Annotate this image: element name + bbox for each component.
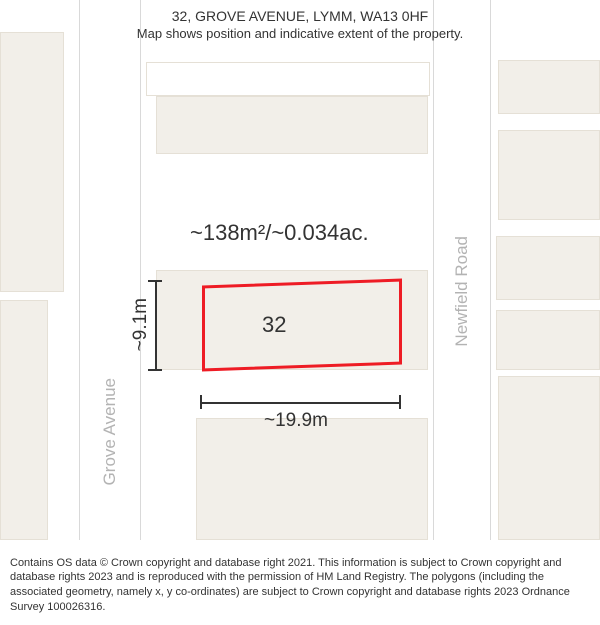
dim-tick xyxy=(200,395,202,409)
dim-horizontal-line xyxy=(200,402,400,404)
height-dim-label: ~9.1m xyxy=(130,298,152,351)
plot-number: 32 xyxy=(262,312,286,338)
grove-avenue-label: Grove Avenue xyxy=(100,378,120,485)
building xyxy=(496,310,600,370)
building xyxy=(496,236,600,300)
header: 32, GROVE AVENUE, LYMM, WA13 0HF Map sho… xyxy=(0,0,600,45)
map-canvas: Grove Avenue Newfield Road ~138m²/~0.034… xyxy=(0,0,600,540)
property-highlight xyxy=(202,279,402,372)
dim-vertical-line xyxy=(155,280,157,370)
building xyxy=(498,376,600,540)
building xyxy=(0,32,64,292)
building xyxy=(498,60,600,114)
copyright-footer: Contains OS data © Crown copyright and d… xyxy=(0,550,600,625)
dim-tick xyxy=(399,395,401,409)
area-label: ~138m²/~0.034ac. xyxy=(190,220,369,246)
newfield-road-border-right xyxy=(490,0,491,540)
building xyxy=(196,418,428,540)
dim-tick xyxy=(148,280,162,282)
page-subtitle: Map shows position and indicative extent… xyxy=(20,26,580,41)
width-dim-label: ~19.9m xyxy=(264,410,328,432)
dim-tick xyxy=(148,369,162,371)
grove-road-border-right xyxy=(140,0,141,540)
building xyxy=(498,130,600,220)
newfield-road-label: Newfield Road xyxy=(452,236,472,347)
building xyxy=(0,300,48,540)
building xyxy=(146,62,430,96)
building xyxy=(156,96,428,154)
page-title: 32, GROVE AVENUE, LYMM, WA13 0HF xyxy=(20,8,580,24)
